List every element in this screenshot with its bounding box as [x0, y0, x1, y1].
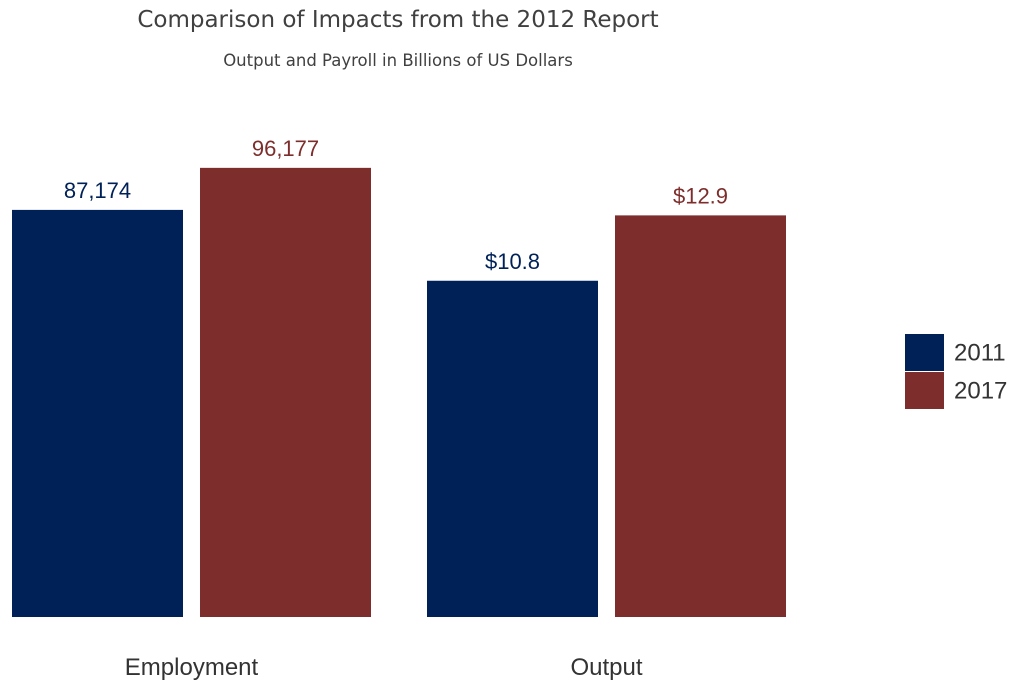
legend: 2011 2017: [905, 334, 1007, 409]
bar-employment-2017: [200, 167, 371, 618]
data-label-output-2011: $10.8: [485, 249, 540, 274]
legend-swatch-2017: [905, 372, 944, 409]
data-label-output-2017: $12.9: [673, 183, 728, 208]
data-label-employment-2011: 87,174: [64, 178, 131, 203]
legend-label-2011: 2011: [954, 340, 1006, 367]
category-label-output: Output: [570, 654, 642, 681]
bars-layer: [12, 167, 786, 618]
chart-title: Comparison of Impacts from the 2012 Repo…: [137, 7, 658, 33]
value-labels-layer: 87,174 96,177 $10.8 $12.9: [64, 136, 728, 274]
bar-output-2017: [615, 215, 786, 617]
legend-swatch-2011: [905, 334, 944, 371]
legend-label-2017: 2017: [954, 378, 1007, 405]
data-label-employment-2017: 96,177: [252, 136, 319, 161]
category-labels-layer: Employment Output: [125, 654, 643, 681]
category-label-employment: Employment: [125, 654, 259, 681]
bar-employment-2011: [12, 209, 183, 618]
bar-output-2011: [427, 280, 598, 617]
chart-subtitle: Output and Payroll in Billions of US Dol…: [223, 51, 573, 70]
